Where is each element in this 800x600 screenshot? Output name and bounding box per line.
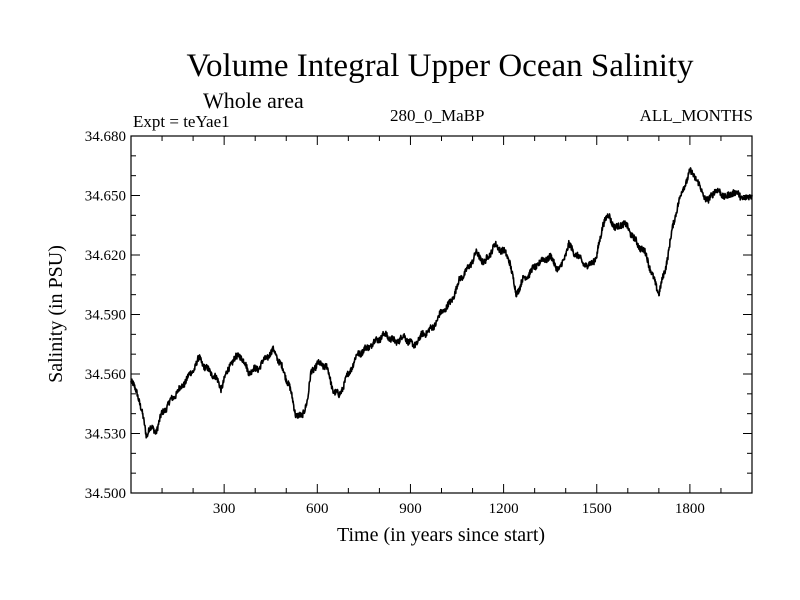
- chart-subtitle: Whole area: [203, 88, 304, 113]
- chart-title: Volume Integral Upper Ocean Salinity: [186, 48, 694, 84]
- x-tick-label: 1500: [582, 501, 612, 517]
- x-tick-label: 1800: [675, 501, 705, 517]
- y-tick-label: 34.620: [85, 248, 126, 264]
- y-tick-label: 34.560: [85, 367, 126, 383]
- x-tick-label: 300: [213, 501, 236, 517]
- axis-ticks: [131, 135, 752, 494]
- months-label: ALL_MONTHS: [639, 106, 753, 125]
- x-tick-label: 600: [306, 501, 329, 517]
- y-tick-label: 34.500: [85, 486, 126, 502]
- y-tick-label: 34.530: [85, 427, 126, 443]
- experiment-label: Expt = teYae1: [133, 112, 230, 131]
- y-tick-label: 34.680: [85, 129, 126, 145]
- salinity-series-line: [130, 167, 753, 439]
- y-tick-label: 34.590: [85, 308, 126, 324]
- y-tick-label: 34.650: [85, 189, 126, 205]
- period-label: 280_0_MaBP: [390, 106, 485, 125]
- x-tick-label: 900: [399, 501, 422, 517]
- y-axis-label: Salinity (in PSU): [45, 245, 67, 383]
- x-tick-label: 1200: [489, 501, 519, 517]
- axis-tick-labels: 300 600 900 1200 1500 1800 34.500 34.530 34.560 3…: [85, 129, 705, 517]
- x-axis-label: Time (in years since start): [337, 524, 545, 546]
